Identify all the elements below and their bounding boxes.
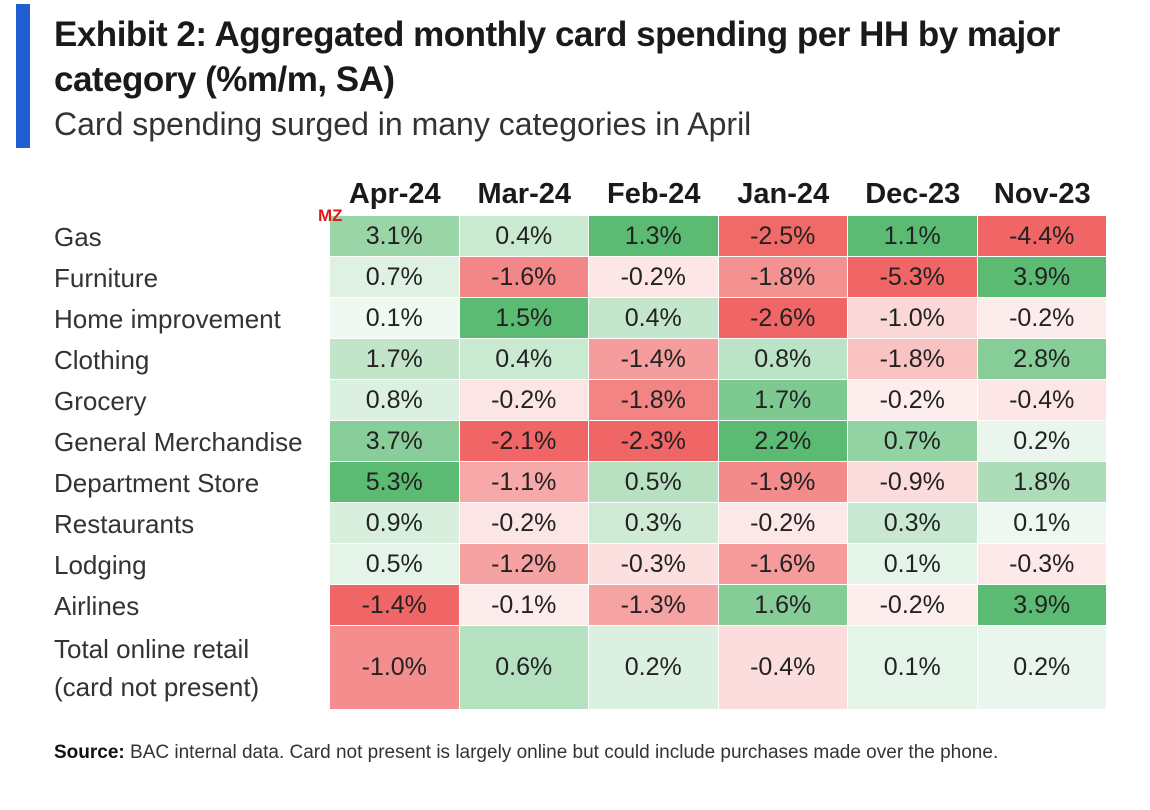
row-label: Restaurants	[54, 508, 195, 539]
row-label: Home improvement	[54, 303, 281, 334]
heatmap-cell: -1.4%	[330, 585, 459, 625]
heatmap-cell: -1.4%	[589, 339, 718, 379]
heatmap-cell: 0.1%	[330, 298, 459, 338]
heatmap-cell: 1.6%	[718, 585, 847, 625]
heatmap-cell: 3.1%	[330, 216, 459, 256]
source-text: BAC internal data. Card not present is l…	[130, 742, 999, 763]
row-label: General Merchandise	[54, 426, 303, 457]
heatmap-cell: 0.4%	[459, 339, 588, 379]
heatmap-cell: -0.2%	[848, 380, 977, 420]
chart-subtitle: Card spending surged in many categories …	[54, 106, 752, 142]
row-label: Furniture	[54, 262, 159, 293]
watermark: MZ	[318, 206, 343, 225]
heatmap-cell: 0.6%	[459, 626, 588, 709]
row-label: Total online retail (card not present)	[54, 634, 260, 702]
heatmap-cell: 1.8%	[977, 462, 1106, 502]
heatmap-cell: 0.4%	[589, 298, 718, 338]
column-header: Dec-23	[865, 178, 961, 210]
heatmap-cell: -1.6%	[718, 544, 847, 584]
heatmap-cell: 0.3%	[589, 503, 718, 543]
heatmap-cell: -1.8%	[848, 339, 977, 379]
heatmap-cell: 3.9%	[977, 585, 1106, 625]
heatmap-cell: 2.2%	[718, 421, 847, 461]
heatmap-cell: -0.2%	[977, 298, 1106, 338]
heatmap-cell: -1.0%	[848, 298, 977, 338]
heatmap-cell: 0.2%	[977, 421, 1106, 461]
column-header: Apr-24	[348, 178, 441, 210]
heatmap-cell: 0.8%	[330, 380, 459, 420]
heatmap-cell: 1.7%	[330, 339, 459, 379]
heatmap-cell: -0.4%	[977, 380, 1106, 420]
heatmap-cell: 0.8%	[718, 339, 847, 379]
heatmap-cell: 3.7%	[330, 421, 459, 461]
column-header: Nov-23	[993, 178, 1091, 210]
heatmap-cell: -0.3%	[589, 544, 718, 584]
heatmap-cell: -2.6%	[718, 298, 847, 338]
heatmap-cell: 5.3%	[330, 462, 459, 502]
heatmap-cell: 1.7%	[718, 380, 847, 420]
heatmap-cell: 0.3%	[848, 503, 977, 543]
source-label: Source:	[54, 742, 125, 763]
heatmap-cell: -2.3%	[589, 421, 718, 461]
heatmap-cell: 0.4%	[459, 216, 588, 256]
heatmap-cell: -1.3%	[589, 585, 718, 625]
heatmap-cell: -1.1%	[459, 462, 588, 502]
source-note: Source: BAC internal data. Card not pres…	[54, 736, 1114, 770]
heatmap-cell: 0.1%	[848, 626, 977, 709]
heatmap-cell: 1.1%	[848, 216, 977, 256]
heatmap-cell: -0.9%	[848, 462, 977, 502]
chart-title: Exhibit 2: Aggregated monthly card spend…	[54, 15, 1060, 99]
heatmap-cell: -0.2%	[459, 380, 588, 420]
heatmap-cell: 3.9%	[977, 257, 1106, 297]
accent-bar	[16, 4, 30, 148]
heatmap-cell: -2.1%	[459, 421, 588, 461]
column-header: Jan-24	[737, 178, 830, 210]
heatmap-cell: -0.1%	[459, 585, 588, 625]
heatmap-cell: -1.2%	[459, 544, 588, 584]
heatmap-cell: 0.7%	[330, 257, 459, 297]
heatmap-cell: 0.2%	[589, 626, 718, 709]
row-label: Gas	[54, 221, 102, 252]
heatmap-cell: -0.2%	[718, 503, 847, 543]
row-label: Lodging	[54, 549, 147, 580]
column-header: Feb-24	[607, 178, 701, 210]
heatmap-cell: -1.0%	[330, 626, 459, 709]
heatmap-cell: 0.7%	[848, 421, 977, 461]
heatmap-cell: 1.5%	[459, 298, 588, 338]
heatmap-cell: -4.4%	[977, 216, 1106, 256]
heatmap-cell: -0.2%	[848, 585, 977, 625]
heatmap-cell: -2.5%	[718, 216, 847, 256]
heatmap-cell: 0.1%	[848, 544, 977, 584]
row-label: Department Store	[54, 467, 260, 498]
heatmap-cell: 0.1%	[977, 503, 1106, 543]
heatmap-cell: -0.3%	[977, 544, 1106, 584]
heatmap-cell: -1.6%	[459, 257, 588, 297]
heatmap-cell: 0.5%	[589, 462, 718, 502]
heatmap-cell: -0.4%	[718, 626, 847, 709]
row-label: Grocery	[54, 385, 147, 416]
row-label: Clothing	[54, 344, 150, 375]
heatmap-cell: 2.8%	[977, 339, 1106, 379]
heatmap-cell: -0.2%	[589, 257, 718, 297]
row-label: Airlines	[54, 590, 140, 621]
heatmap-cell: -1.8%	[589, 380, 718, 420]
column-header: Mar-24	[477, 178, 572, 210]
heatmap-cell: 0.5%	[330, 544, 459, 584]
heatmap-cell: -5.3%	[848, 257, 977, 297]
heatmap-cell: -0.2%	[459, 503, 588, 543]
heatmap-cell: 0.9%	[330, 503, 459, 543]
heatmap-cell: -1.8%	[718, 257, 847, 297]
heatmap-cell: -1.9%	[718, 462, 847, 502]
heatmap-cell: 0.2%	[977, 626, 1106, 709]
heatmap-cell: 1.3%	[589, 216, 718, 256]
